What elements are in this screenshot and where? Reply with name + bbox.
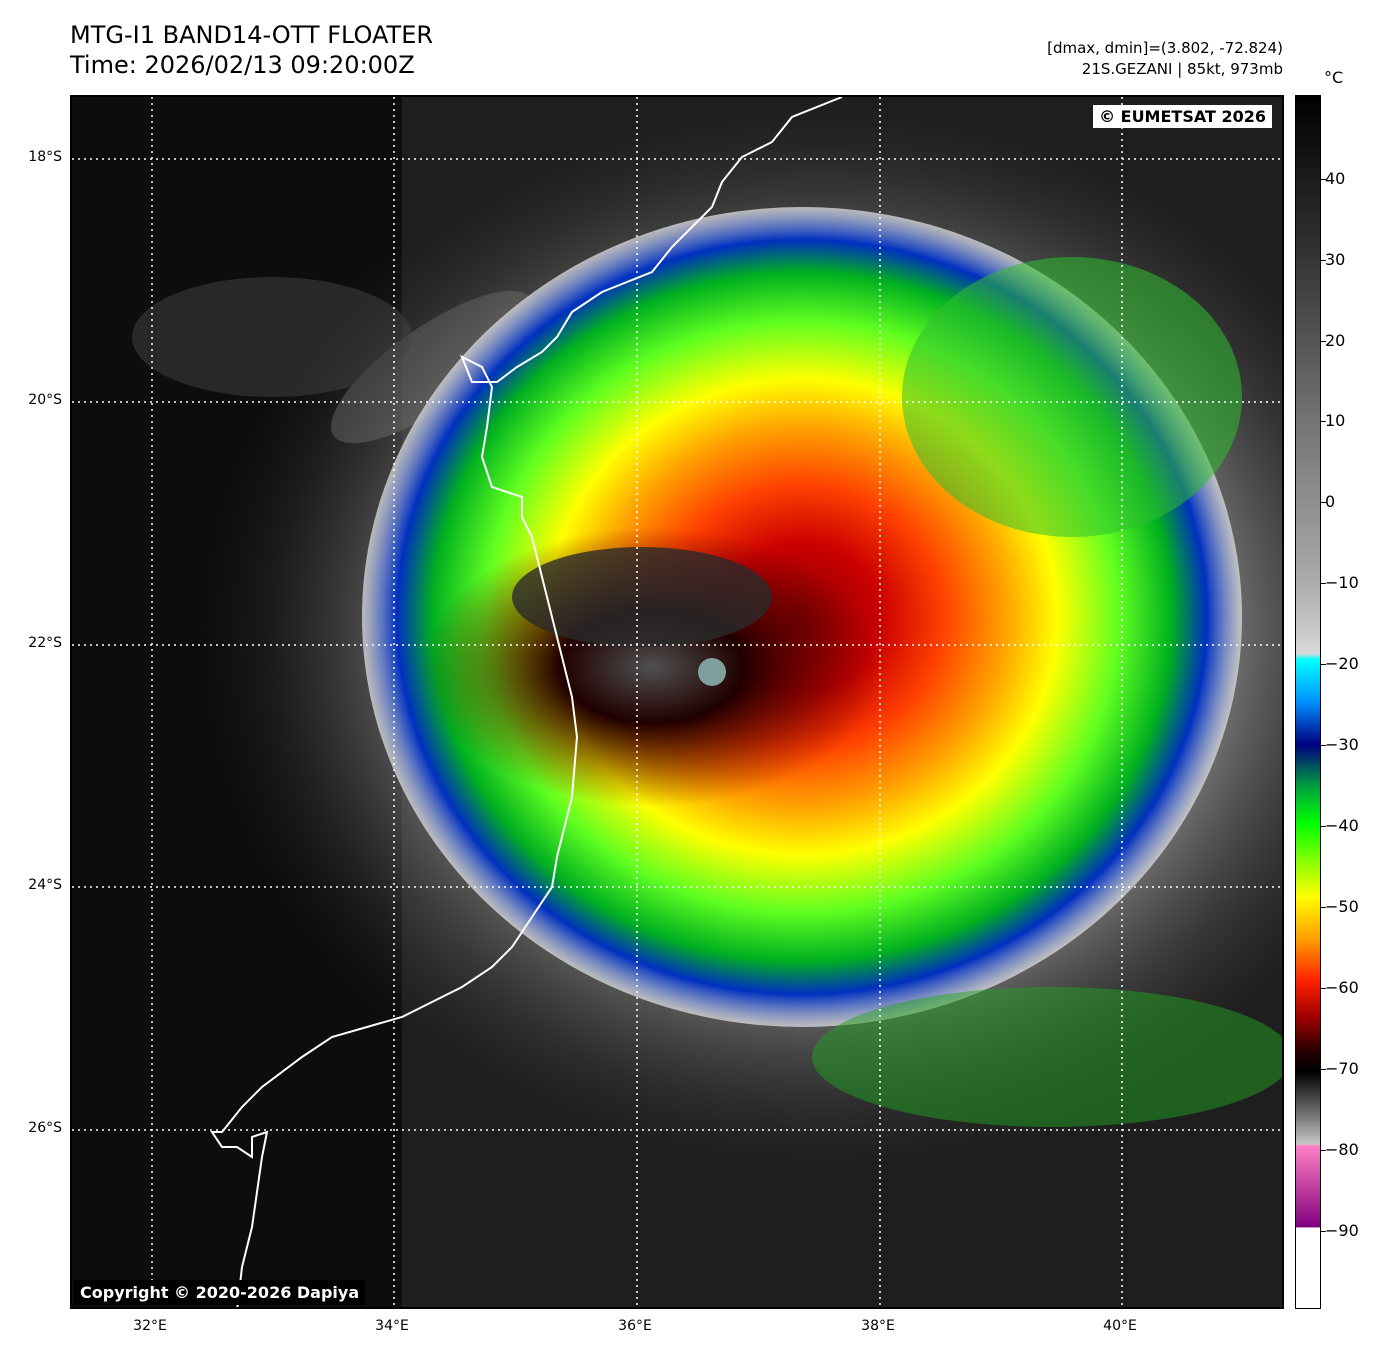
colorbar-label: −80 — [1325, 1140, 1359, 1159]
colorbar-label: −20 — [1325, 654, 1359, 673]
lon-label-36e: 36°E — [618, 1318, 652, 1334]
lon-label-32e: 32°E — [133, 1318, 167, 1334]
lat-label-18s: 18°S — [28, 149, 62, 165]
colorbar-tick — [1321, 745, 1326, 746]
colorbar-tick — [1321, 907, 1326, 908]
colorbar-label: 20 — [1325, 331, 1346, 350]
lat-label-24s: 24°S — [28, 877, 62, 893]
colorbar-tick — [1321, 260, 1326, 261]
colorbar-tick — [1321, 988, 1326, 989]
lon-label-38e: 38°E — [861, 1318, 895, 1334]
title-line-2: Time: 2026/02/13 09:20:00Z — [70, 51, 415, 79]
eumetsat-credit: © EUMETSAT 2026 — [1093, 105, 1272, 128]
lon-label-40e: 40°E — [1103, 1318, 1137, 1334]
colorbar — [1295, 95, 1321, 1309]
colorbar-label: 0 — [1325, 492, 1336, 511]
satellite-map: © EUMETSAT 2026 Copyright © 2020-2026 Da… — [70, 95, 1284, 1309]
lat-lon-grid — [72, 97, 1282, 1307]
colorbar-label: 40 — [1325, 169, 1346, 188]
lon-label-34e: 34°E — [375, 1318, 409, 1334]
info-line-2: 21S.GEZANI | 85kt, 973mb — [1081, 60, 1283, 78]
colorbar-label: −50 — [1325, 897, 1359, 916]
coastline — [210, 97, 843, 1307]
colorbar-tick — [1321, 1231, 1326, 1232]
colorbar-tick — [1321, 179, 1326, 180]
lat-label-22s: 22°S — [28, 635, 62, 651]
colorbar-label: 10 — [1325, 411, 1346, 430]
storm-info: [dmax, dmin]=(3.802, -72.824) 21S.GEZANI… — [1047, 38, 1283, 80]
colorbar-tick — [1321, 421, 1326, 422]
colorbar-tick — [1321, 502, 1326, 503]
colorbar-unit: °C — [1324, 68, 1344, 87]
colorbar-tick — [1321, 583, 1326, 584]
colorbar-tick — [1321, 664, 1326, 665]
colorbar-tick — [1321, 341, 1326, 342]
colorbar-label: −90 — [1325, 1221, 1359, 1240]
info-line-1: [dmax, dmin]=(3.802, -72.824) — [1047, 39, 1283, 57]
colorbar-label: −40 — [1325, 816, 1359, 835]
colorbar-tick — [1321, 826, 1326, 827]
colorbar-label: −70 — [1325, 1059, 1359, 1078]
title-line-1: MTG-I1 BAND14-OTT FLOATER — [70, 21, 434, 49]
colorbar-label: −10 — [1325, 573, 1359, 592]
colorbar-label: 30 — [1325, 250, 1346, 269]
lat-label-26s: 26°S — [28, 1120, 62, 1136]
colorbar-label: −30 — [1325, 735, 1359, 754]
copyright-credit: Copyright © 2020-2026 Dapiya — [74, 1280, 366, 1305]
lat-label-20s: 20°S — [28, 392, 62, 408]
colorbar-tick — [1321, 1069, 1326, 1070]
colorbar-label: −60 — [1325, 978, 1359, 997]
satellite-image — [72, 97, 1282, 1307]
colorbar-tick — [1321, 1150, 1326, 1151]
plot-title: MTG-I1 BAND14-OTT FLOATER Time: 2026/02/… — [70, 20, 433, 80]
